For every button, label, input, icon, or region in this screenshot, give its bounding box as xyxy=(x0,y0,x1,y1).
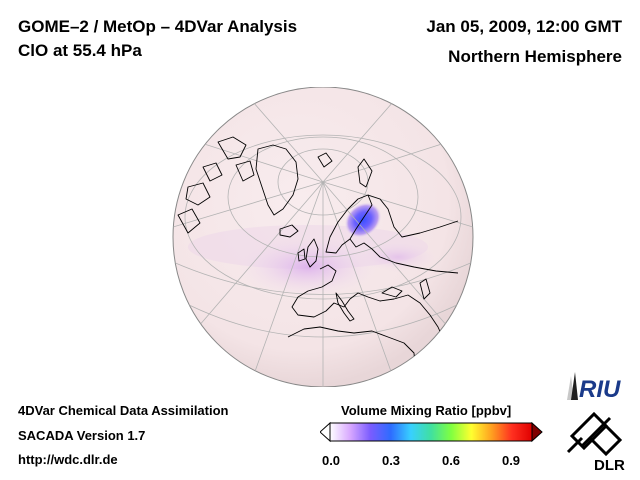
globe-map xyxy=(172,87,474,387)
dlr-logo: DLR xyxy=(566,411,625,474)
title-line1: GOME–2 / MetOp – 4DVar Analysis xyxy=(18,17,298,36)
riu-logo: RIU xyxy=(567,372,621,403)
footer-url: http://wdc.dlr.de xyxy=(18,452,118,467)
colorbar xyxy=(320,421,543,443)
footer-line1: 4DVar Chemical Data Assimilation xyxy=(18,403,229,418)
graticule xyxy=(173,101,473,387)
clo-haze-east xyxy=(358,242,438,272)
date-label: Jan 05, 2009, 12:00 GMT xyxy=(426,17,622,36)
coastlines xyxy=(177,136,459,378)
riu-logo-text: RIU xyxy=(579,376,621,403)
footer-line2: SACADA Version 1.7 xyxy=(18,428,146,443)
colorbar-ramp xyxy=(329,422,533,442)
region-label: Northern Hemisphere xyxy=(448,47,622,66)
colorbar-tick-0: 0.0 xyxy=(321,453,341,468)
clo-maximum xyxy=(344,202,382,238)
colorbar-title: Volume Mixing Ratio [ppbv] xyxy=(341,403,512,418)
colorbar-tick-3: 0.9 xyxy=(501,453,521,468)
colorbar-tick-2: 0.6 xyxy=(441,453,461,468)
dlr-logo-text: DLR xyxy=(594,457,625,474)
colorbar-low-arrow xyxy=(320,421,331,443)
clo-haze-europe xyxy=(238,237,378,297)
title-line2: ClO at 55.4 hPa xyxy=(18,41,142,60)
colorbar-high-arrow xyxy=(531,421,543,443)
colorbar-tick-1: 0.3 xyxy=(381,453,401,468)
